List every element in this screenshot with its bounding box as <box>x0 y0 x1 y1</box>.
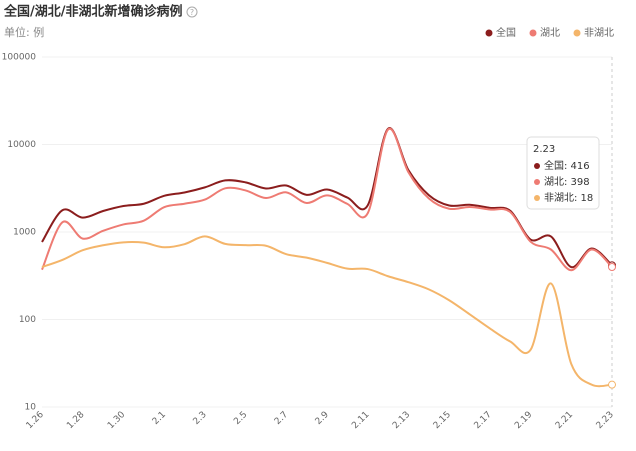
y-tick-label: 100 <box>19 315 36 325</box>
chart-title: 全国/湖北/非湖北新增确诊病例 <box>3 4 183 20</box>
tooltip-line: 非湖北: 18 <box>544 192 593 204</box>
x-tick-label: 2.15 <box>432 410 453 431</box>
x-tick: 2.15 <box>432 410 453 431</box>
help-icon-mark: ? <box>190 8 194 17</box>
x-tick-label: 2.9 <box>314 410 331 427</box>
tooltip-marker <box>534 195 540 201</box>
x-tick: 2.13 <box>391 410 412 431</box>
y-tick-label: 1000 <box>13 228 36 238</box>
legend-label: 非湖北 <box>584 27 614 39</box>
x-tick: 2.7 <box>273 410 290 427</box>
y-tick-label: 10 <box>25 403 37 413</box>
x-tick: 2.1 <box>151 410 168 427</box>
x-tick-label: 2.11 <box>350 410 371 431</box>
series-line <box>41 235 613 388</box>
x-tick: 2.9 <box>314 410 331 427</box>
x-tick-label: 2.5 <box>232 410 249 427</box>
x-tick-label: 1.26 <box>25 410 46 431</box>
legend-marker <box>573 29 581 37</box>
x-tick: 2.23 <box>595 410 616 431</box>
tooltip-line: 湖北: 398 <box>544 176 590 188</box>
tooltip-line: 全国: 416 <box>544 159 590 172</box>
series-line <box>41 127 613 272</box>
legend-label: 全国 <box>496 26 516 39</box>
legend-marker <box>529 29 537 37</box>
x-tick: 2.17 <box>472 410 493 431</box>
x-tick-label: 2.19 <box>513 410 534 431</box>
y-tick-label: 10000 <box>7 140 36 150</box>
x-tick: 1.26 <box>25 410 46 431</box>
hover-point <box>608 263 616 272</box>
x-tick-label: 1.28 <box>65 410 86 431</box>
x-tick: 2.5 <box>232 410 249 427</box>
x-tick: 2.21 <box>554 410 575 431</box>
help-icon[interactable] <box>186 6 198 18</box>
legend-label: 湖北 <box>540 27 560 39</box>
x-tick-label: 2.7 <box>273 410 290 427</box>
tooltip-box <box>526 136 600 210</box>
x-tick: 1.30 <box>106 410 127 431</box>
chart-subtitle: 单位: 例 <box>4 25 44 39</box>
tooltip-title: 2.23 <box>533 144 555 155</box>
x-tick-label: 2.21 <box>554 410 575 431</box>
tooltip-marker <box>534 163 540 169</box>
x-tick: 1.28 <box>65 410 86 431</box>
tooltip-marker <box>534 179 540 185</box>
legend-marker <box>485 29 493 37</box>
y-tick-label: 100000 <box>2 53 37 63</box>
x-tick-label: 2.1 <box>151 410 168 427</box>
x-tick-label: 2.3 <box>192 410 209 427</box>
x-tick: 2.11 <box>350 410 371 431</box>
x-tick-label: 1.30 <box>106 410 127 431</box>
x-tick: 2.3 <box>192 410 209 427</box>
x-tick-label: 2.13 <box>391 410 412 431</box>
hover-point <box>608 380 616 389</box>
x-tick-label: 2.17 <box>472 410 493 431</box>
x-tick-label: 2.23 <box>595 410 616 431</box>
x-tick: 2.19 <box>513 410 534 431</box>
